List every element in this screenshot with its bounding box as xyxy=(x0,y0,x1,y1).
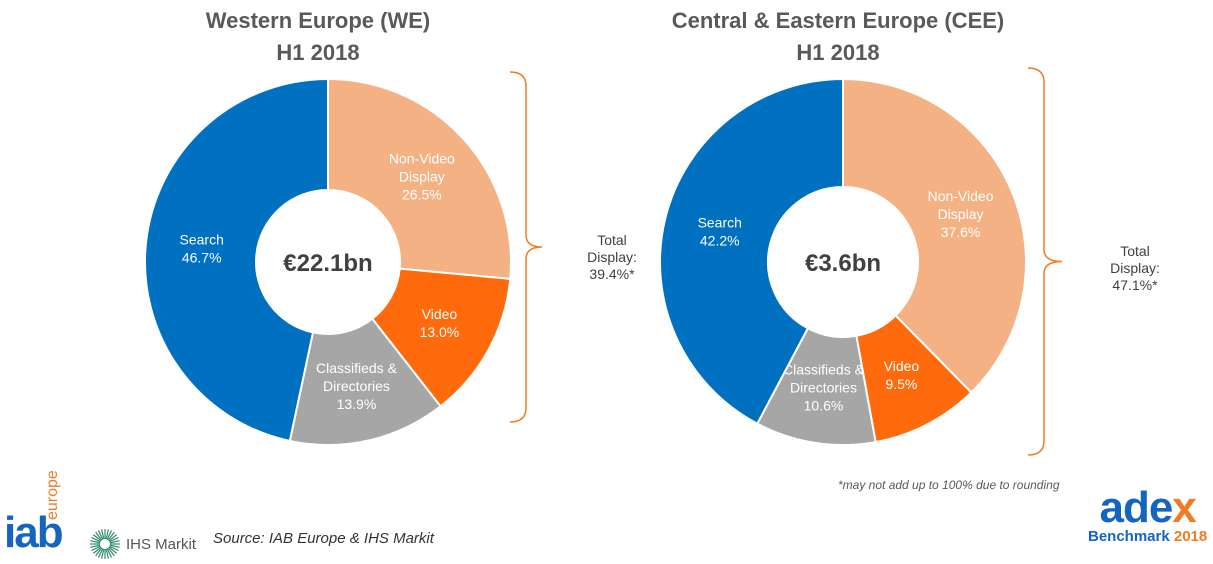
slice-label: Video 13.0% xyxy=(420,306,460,340)
footnote: *may not add up to 100% due to rounding xyxy=(838,478,1060,492)
annotation-line: Display: xyxy=(587,249,637,265)
donut-hole xyxy=(768,187,918,337)
slice-value: 42.2% xyxy=(700,232,740,248)
donut-hole xyxy=(256,190,400,334)
chart-subtitle: H1 2018 xyxy=(796,40,879,65)
adex-benchmark-logo: adex Benchmark 2018 xyxy=(1088,486,1208,546)
slice-label-line: Non-Video xyxy=(928,188,994,204)
iab-europe-logo-text: europe xyxy=(44,470,61,520)
adex-year-text: 2018 xyxy=(1173,528,1208,545)
slice-label: Video 9.5% xyxy=(884,358,920,392)
ihs-markit-emblem-icon xyxy=(90,529,120,559)
slice-label-line: Video xyxy=(422,306,458,322)
adex-benchmark-text: Benchmark xyxy=(1088,528,1170,545)
center-total-label: €3.6bn xyxy=(805,250,881,277)
slice-label: Classifieds & Directories 10.6% xyxy=(783,361,865,413)
slice-label-line: Directories xyxy=(790,379,857,395)
slice-label: Classifieds & Directories 13.9% xyxy=(316,360,398,412)
slice-label: Search 42.2% xyxy=(698,214,742,248)
donut-chart-1: Central & Eastern Europe (CEE) H1 2018 Non… xyxy=(659,8,1160,456)
source-text: Source: IAB Europe & IHS Markit xyxy=(213,530,434,547)
iab-logo: iab xyxy=(4,508,64,557)
slice-value: 9.5% xyxy=(885,376,917,392)
adex-logo-x: x xyxy=(1172,483,1197,532)
ihs-markit-logo: IHS Markit xyxy=(88,527,196,561)
slice-label-line: Display xyxy=(938,206,984,222)
slice-value: 37.6% xyxy=(941,224,981,240)
slice-value: 13.9% xyxy=(337,396,377,412)
annotation-line: Display: xyxy=(1110,260,1160,276)
chart-title: Western Europe (WE) xyxy=(206,8,431,33)
slice-search xyxy=(144,77,329,443)
ihs-markit-logo-text: IHS Markit xyxy=(126,535,197,553)
slice-label-line: Search xyxy=(180,232,224,248)
slice-value: 13.0% xyxy=(420,324,460,340)
slice-label-line: Display xyxy=(399,168,445,184)
chart-subtitle: H1 2018 xyxy=(276,40,359,65)
total-display-annotation: Total Display: 47.1%* xyxy=(1110,243,1160,293)
annotation-line: 39.4%* xyxy=(589,266,635,282)
donut-chart-0: Western Europe (WE) H1 2018 Non-Video Displ… xyxy=(144,8,637,446)
slice-label-line: Video xyxy=(884,358,920,374)
slice-label: Search 46.7% xyxy=(180,232,224,266)
total-display-brace xyxy=(1027,67,1063,456)
annotation-line: Total xyxy=(597,232,627,248)
slice-label-line: Directories xyxy=(323,378,390,394)
annotation-line: 47.1%* xyxy=(1112,277,1158,293)
center-total-label: €22.1bn xyxy=(283,250,372,277)
adex-logo-text: ade xyxy=(1099,483,1173,532)
slice-classifieds-directories xyxy=(288,317,442,446)
total-display-annotation: Total Display: 39.4%* xyxy=(587,232,637,282)
slice-value: 10.6% xyxy=(804,397,844,413)
slice-label-line: Search xyxy=(698,214,742,230)
slice-label-line: Classifieds & xyxy=(783,361,865,377)
slice-value: 46.7% xyxy=(182,250,222,266)
slice-label: Non-Video Display 26.5% xyxy=(389,150,455,202)
chart-title: Central & Eastern Europe (CEE) xyxy=(672,8,1005,33)
annotation-line: Total xyxy=(1120,243,1150,259)
slice-label-line: Non-Video xyxy=(389,150,455,166)
slice-label-line: Classifieds & xyxy=(316,360,398,376)
slice-value: 26.5% xyxy=(402,186,442,202)
total-display-brace xyxy=(509,71,543,423)
slice-label: Non-Video Display 37.6% xyxy=(928,188,994,240)
